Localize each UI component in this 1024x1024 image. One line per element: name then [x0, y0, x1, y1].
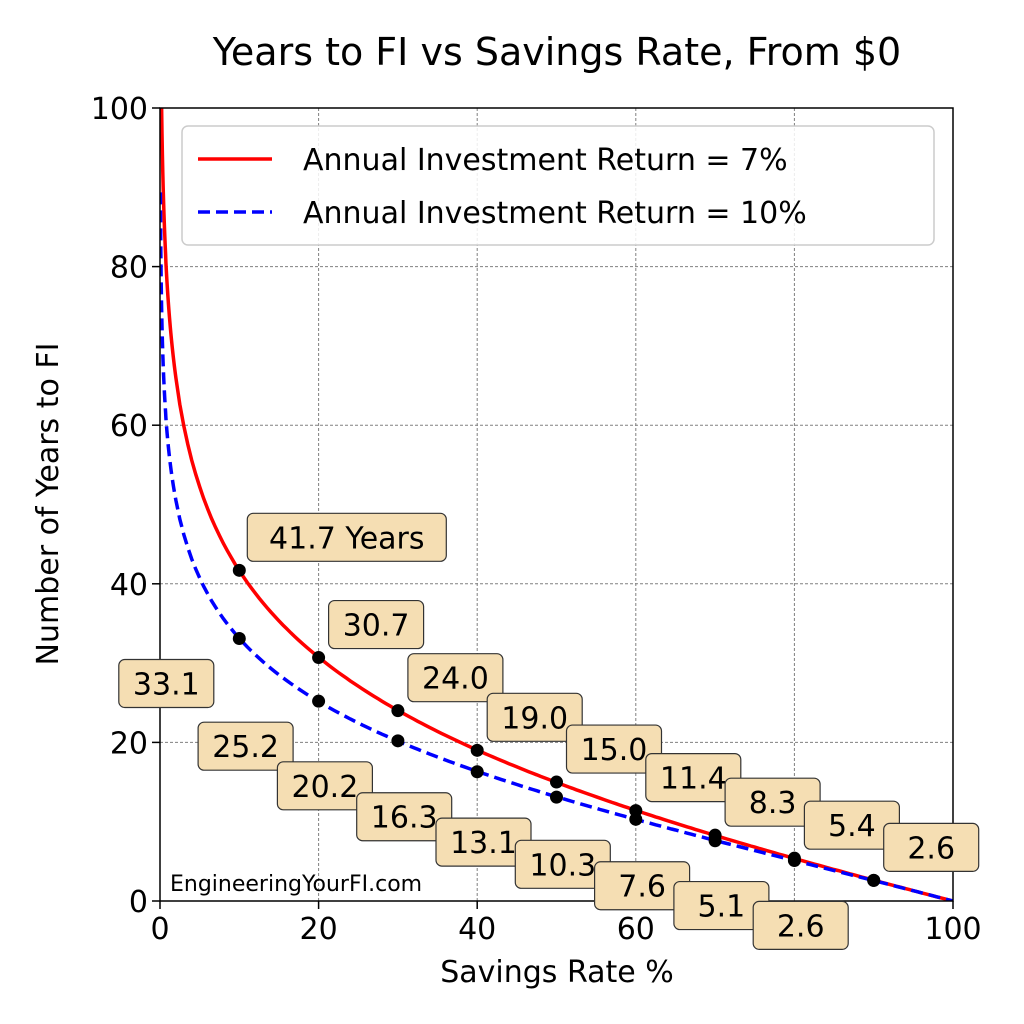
data-label-box: [246, 512, 447, 562]
data-point: [470, 743, 484, 757]
data-point: [232, 632, 246, 646]
data-point: [391, 734, 405, 748]
data-label: 2.6: [883, 822, 980, 872]
data-point: [232, 563, 246, 577]
legend: Annual Investment Return = 7% Annual Inve…: [181, 125, 935, 246]
data-label: 8.3: [724, 777, 821, 827]
y-axis-label: Number of Years to FI: [31, 343, 66, 666]
data-label: 7.6: [593, 861, 691, 911]
data-label: 41.7 Years: [246, 512, 447, 562]
data-label: 10.3: [514, 839, 611, 889]
y-tick-label: 20: [110, 726, 148, 761]
data-point: [391, 704, 405, 718]
x-tick-label: 0: [150, 912, 169, 947]
data-label: 11.4: [645, 752, 742, 803]
y-tick-label: 80: [110, 251, 148, 286]
x-axis-label: Savings Rate %: [440, 955, 674, 990]
data-label-box: [883, 822, 980, 872]
data-label-text: 19.0: [501, 701, 568, 736]
data-label: 5.4: [803, 800, 901, 850]
data-point: [312, 694, 326, 708]
data-label-text: 16.3: [371, 801, 438, 836]
data-label-text: 5.1: [698, 890, 746, 925]
data-point: [470, 765, 484, 779]
data-label-text: 7.6: [618, 870, 666, 905]
data-label-text: 8.3: [749, 786, 797, 821]
data-label-text: 2.6: [907, 831, 955, 866]
data-label-text: 41.7 Years: [269, 521, 424, 556]
data-label-box: [197, 721, 294, 771]
y-tick-label: 60: [110, 409, 148, 444]
legend-label: Annual Investment Return = 10%: [303, 196, 807, 231]
data-label-text: 24.0: [422, 662, 489, 697]
axis-ticks: 020406080100020406080100: [91, 92, 982, 947]
data-label-box: [328, 599, 425, 650]
data-label: 20.2: [276, 761, 373, 811]
data-label-text: 20.2: [292, 770, 359, 805]
x-tick-label: 60: [617, 912, 655, 947]
data-point: [550, 790, 563, 804]
data-label: 30.7: [328, 599, 425, 650]
data-label: 5.1: [673, 880, 770, 931]
legend-label: Annual Investment Return = 7%: [303, 143, 788, 178]
data-label-text: 33.1: [133, 668, 200, 703]
y-tick-label: 40: [110, 568, 148, 603]
data-label: 13.1: [435, 817, 532, 867]
data-label: 33.1: [118, 658, 215, 709]
y-tick-label: 0: [129, 885, 148, 920]
y-tick-label: 100: [91, 92, 148, 127]
data-label-box: [276, 761, 373, 811]
data-point: [550, 775, 563, 789]
x-tick-label: 20: [300, 912, 338, 947]
data-point: [708, 834, 722, 848]
data-label-text: 13.1: [450, 826, 517, 861]
data-label-text: 10.3: [529, 848, 596, 883]
data-label-box: [565, 724, 663, 774]
data-label-text: 11.4: [660, 762, 727, 797]
data-label-box: [752, 900, 849, 950]
data-label-box: [407, 653, 504, 703]
data-label-text: 25.2: [212, 730, 279, 765]
data-label-box: [356, 792, 453, 842]
data-label: 2.6: [752, 900, 849, 950]
data-labels: 41.7 Years 30.7 24.0 19.0 15.0 11.4 8.3 5.4 2.6 3…: [118, 512, 980, 950]
data-point: [629, 812, 643, 826]
data-label: 25.2: [197, 721, 294, 771]
data-point: [312, 651, 326, 665]
chart-title: Years to FI vs Savings Rate, From $0: [212, 30, 901, 74]
data-label-text: 5.4: [828, 809, 876, 844]
data-points: [232, 563, 881, 887]
data-point: [787, 854, 801, 868]
data-label-box: [486, 692, 583, 742]
data-label: 15.0: [565, 724, 663, 774]
plot-frame: [159, 107, 954, 902]
data-point: [867, 873, 881, 887]
data-label: 19.0: [486, 692, 583, 742]
data-label-text: 2.6: [777, 909, 825, 944]
x-tick-label: 100: [924, 912, 981, 947]
legend-box: [181, 125, 935, 246]
x-tick-label: 40: [458, 912, 496, 947]
data-label-box: [118, 658, 215, 709]
data-label-text: 15.0: [581, 733, 648, 768]
data-label: 24.0: [407, 653, 504, 703]
data-label: 16.3: [356, 792, 453, 842]
watermark-text: EngineeringYourFI.com: [170, 872, 422, 897]
data-label-text: 30.7: [343, 609, 410, 644]
